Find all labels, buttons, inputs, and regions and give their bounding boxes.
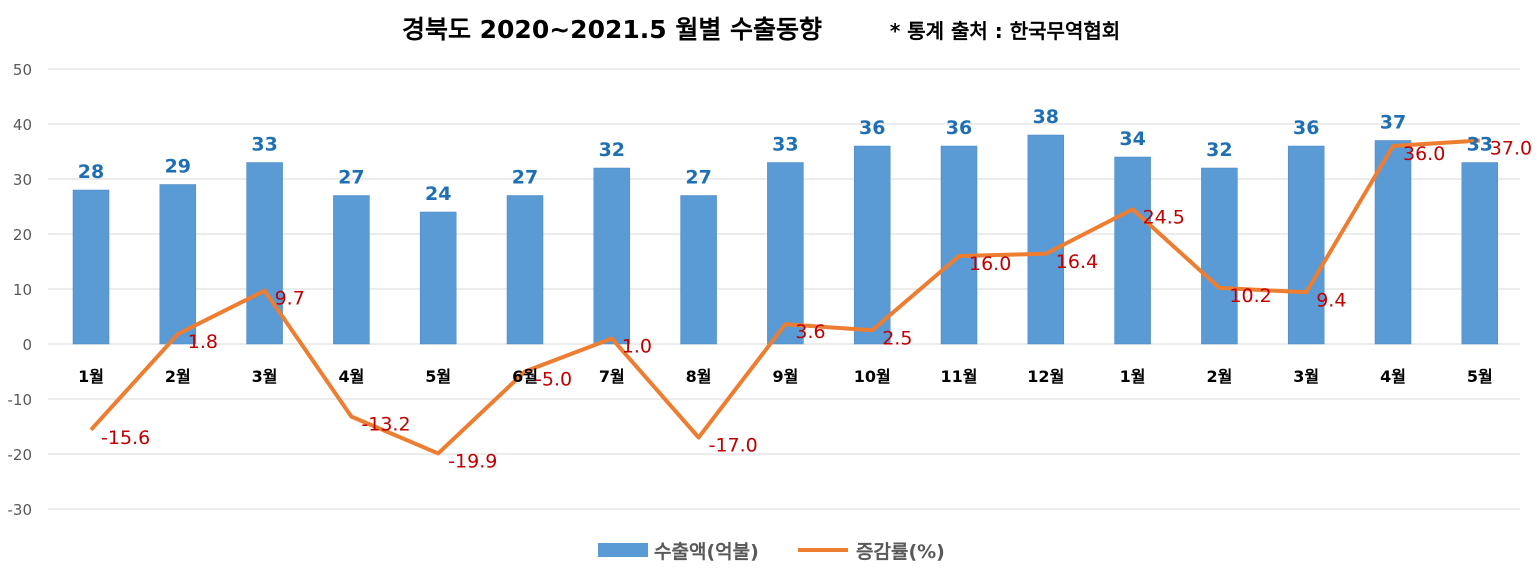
line-value-label: 3.6 [795,321,825,343]
bar [1028,135,1064,344]
legend-swatch-bar [598,543,648,557]
bar [767,163,803,345]
bar-value-label: 27 [512,167,538,189]
x-tick-label: 9월 [772,367,798,386]
line-value-label: 1.0 [622,336,652,358]
line-value-label: -13.2 [361,414,410,436]
x-tick-label: 7월 [599,367,625,386]
y-tick-label: 20 [13,226,32,244]
y-tick-label: 30 [13,171,32,189]
line-value-label: 9.4 [1316,289,1346,311]
bar-value-label: 24 [425,183,451,205]
y-tick-label: -10 [8,391,33,409]
bar-value-label: 32 [1206,139,1232,161]
y-tick-label: 10 [13,281,32,299]
x-tick-label: 4월 [1380,367,1406,386]
bar-value-label: 28 [78,161,104,183]
line-value-label: 16.0 [969,253,1011,275]
x-tick-label: 5월 [425,367,451,386]
y-tick-label: -30 [8,501,33,519]
x-tick-label: 3월 [252,367,278,386]
y-tick-label: 50 [13,61,32,79]
line-value-label: 37.0 [1490,138,1532,160]
y-tick-label: -20 [8,446,33,464]
legend-label-bar: 수출액(억불) [654,541,759,563]
bar [854,146,890,344]
x-tick-label: 1월 [78,367,104,386]
line-value-label: 10.2 [1229,285,1271,307]
x-tick-label: 12월 [1027,367,1064,386]
line-value-label: -15.6 [101,427,150,449]
line-value-label: -19.9 [448,450,497,472]
y-tick-label: 0 [22,336,32,354]
bar [594,168,630,344]
bar [507,196,543,345]
bar [420,212,456,344]
x-tick-label: 4월 [338,367,364,386]
x-tick-label: 8월 [686,367,712,386]
bar-value-label: 38 [1033,106,1059,128]
bar [941,146,977,344]
bar [1201,168,1237,344]
line-value-label: 9.7 [275,288,305,310]
line-value-label: 16.4 [1056,251,1098,273]
bar-value-label: 29 [165,156,191,178]
bar-value-label: 36 [946,117,972,139]
chart-subtitle: * 통계 출처 : 한국무역협회 [890,19,1120,43]
x-tick-label: 5월 [1467,367,1493,386]
x-tick-label: 1월 [1120,367,1146,386]
bar [1462,163,1498,345]
line-value-label: 1.8 [188,331,218,353]
bar [333,196,369,345]
x-tick-label: 10월 [854,367,891,386]
bar-value-label: 36 [1293,117,1319,139]
bar [1288,146,1324,344]
x-tick-label: 2월 [165,367,191,386]
line-value-label: 36.0 [1403,143,1445,165]
bar-value-label: 34 [1119,128,1145,150]
line-value-label: 24.5 [1143,206,1185,228]
bar [160,185,196,345]
x-tick-label: 3월 [1293,367,1319,386]
bar [681,196,717,345]
bar-value-label: 36 [859,117,885,139]
x-tick-label: 2월 [1206,367,1232,386]
chart-title: 경북도 2020~2021.5 월별 수출동향 [402,15,822,44]
bar-value-label: 33 [772,134,798,156]
x-tick-label: 11월 [941,367,978,386]
line-value-label: 2.5 [882,327,912,349]
bar-value-label: 32 [599,139,625,161]
line-value-label: -5.0 [535,369,572,391]
bar [1115,157,1151,344]
bar [247,163,283,345]
bar-value-label: 27 [338,167,364,189]
y-tick-label: 40 [13,116,32,134]
legend-label-line: 증감률(%) [856,541,945,563]
bar [73,190,109,344]
bar-value-label: 27 [685,167,711,189]
bar-value-label: 33 [251,134,277,156]
bar-value-label: 37 [1380,112,1406,134]
legend: 수출액(억불) 증감률(%) [598,541,945,563]
line-value-label: -17.0 [709,435,758,457]
